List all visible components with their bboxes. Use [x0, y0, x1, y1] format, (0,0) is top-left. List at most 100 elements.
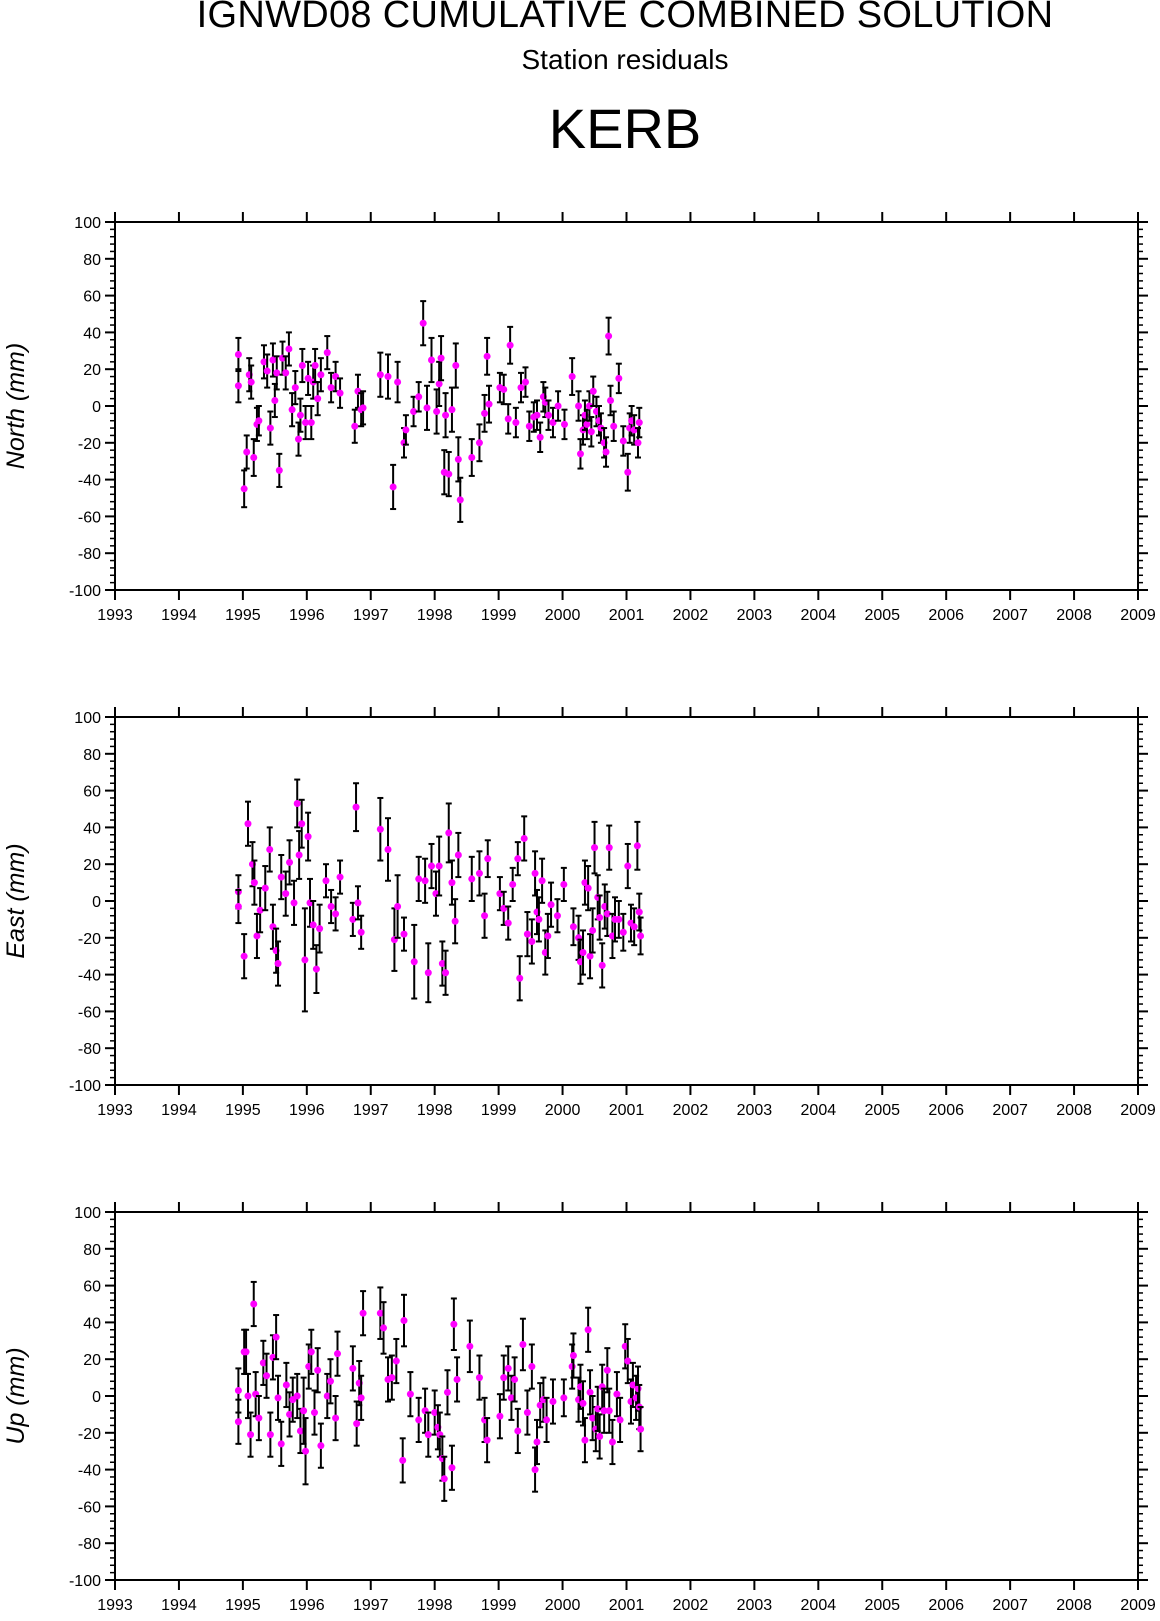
- data-point: [549, 1398, 557, 1406]
- data-point: [334, 1350, 342, 1358]
- data-point: [427, 356, 435, 364]
- x-tick-label: 2009: [1120, 1102, 1156, 1119]
- data-point: [314, 1366, 322, 1374]
- data-point: [533, 411, 541, 419]
- data-point: [629, 1381, 637, 1389]
- data-point: [442, 411, 450, 419]
- data-point: [560, 880, 568, 888]
- data-point: [272, 1333, 280, 1341]
- data-point: [568, 1363, 576, 1371]
- data-point: [323, 349, 331, 357]
- data-point: [302, 1447, 310, 1455]
- data-point: [293, 1392, 301, 1400]
- station-name: KERB: [548, 97, 702, 160]
- y-tick-label: -60: [78, 1499, 101, 1516]
- data-point: [445, 470, 453, 478]
- data-point: [244, 1392, 252, 1400]
- data-point: [598, 961, 606, 969]
- y-tick-label: -20: [78, 1426, 101, 1443]
- data-point: [634, 1385, 642, 1393]
- x-tick-label: 1995: [225, 1102, 261, 1119]
- east-residuals-chart: 1993 1994 1995 1996 1997 1998 1999 2000 2001 2002…: [2, 707, 1156, 1119]
- data-point: [576, 450, 584, 458]
- data-point: [271, 396, 279, 404]
- data-point: [327, 384, 335, 392]
- data-point: [437, 354, 445, 362]
- plot-frame: [114, 716, 1139, 1086]
- data-point: [607, 396, 615, 404]
- data-point: [392, 1357, 400, 1365]
- data-point: [307, 419, 315, 427]
- x-tick-label: 2002: [673, 1102, 709, 1119]
- data-point: [266, 424, 274, 432]
- data-point: [443, 1388, 451, 1396]
- data-point: [240, 952, 248, 960]
- y-tick-label: -40: [78, 1463, 101, 1480]
- data-point: [394, 378, 402, 386]
- plot-frame: [114, 1211, 1139, 1581]
- x-tick-label: 2004: [801, 607, 837, 624]
- data-point: [282, 369, 290, 377]
- data-point: [298, 362, 306, 370]
- north-residuals-chart: 1993 1994 1995 1996 1997 1998 1999 2000 2001 2002…: [2, 212, 1156, 624]
- data-point: [544, 411, 552, 419]
- data-point: [633, 842, 641, 850]
- x-tick-label: 2006: [928, 607, 964, 624]
- data-point: [569, 1352, 577, 1360]
- y-tick-label: 20: [83, 857, 101, 874]
- data-point: [301, 956, 309, 964]
- data-point: [481, 409, 489, 417]
- data-point: [512, 419, 520, 427]
- data-point: [475, 869, 483, 877]
- x-tick-label: 2007: [992, 607, 1028, 624]
- data-point: [605, 1407, 613, 1415]
- x-tick-label: 2005: [864, 1597, 900, 1614]
- data-point: [234, 1418, 242, 1426]
- data-point: [349, 1364, 357, 1372]
- y-tick-label: -80: [78, 1041, 101, 1058]
- data-point: [234, 903, 242, 911]
- data-point: [485, 400, 493, 408]
- x-tick-label: 1993: [97, 1102, 133, 1119]
- data-point: [256, 906, 264, 914]
- data-point: [310, 1409, 318, 1417]
- data-point: [579, 949, 587, 957]
- data-point: [602, 448, 610, 456]
- data-point: [619, 437, 627, 445]
- data-point: [454, 455, 462, 463]
- data-point: [451, 917, 459, 925]
- y-tick-label: -60: [78, 509, 101, 526]
- data-point: [535, 915, 543, 923]
- plot-frame: [114, 221, 1139, 591]
- data-point: [311, 362, 319, 370]
- data-point: [427, 862, 435, 870]
- data-point: [288, 406, 296, 414]
- data-point: [528, 1363, 536, 1371]
- y-tick-label: 20: [83, 362, 101, 379]
- y-tick-label: -100: [69, 583, 101, 600]
- data-point: [326, 1377, 334, 1385]
- x-tick-label: 2000: [545, 1597, 581, 1614]
- y-tick-label: 20: [83, 1352, 101, 1369]
- data-point: [484, 855, 492, 863]
- data-point: [504, 919, 512, 927]
- data-point: [349, 915, 357, 923]
- data-point: [506, 341, 514, 349]
- data-point: [448, 406, 456, 414]
- x-tick-label: 2004: [801, 1597, 837, 1614]
- data-point: [389, 483, 397, 491]
- data-point: [536, 1401, 544, 1409]
- y-tick-label: -80: [78, 546, 101, 563]
- data-point: [259, 1359, 267, 1367]
- page-title: IGNWD08 CUMULATIVE COMBINED SOLUTION: [196, 0, 1054, 36]
- data-point: [234, 382, 242, 390]
- data-point: [523, 1409, 531, 1417]
- data-point: [587, 428, 595, 436]
- data-point: [290, 899, 298, 907]
- y-tick-label: 80: [83, 1242, 101, 1259]
- data-point: [634, 439, 642, 447]
- y-tick-label: -20: [78, 436, 101, 453]
- data-point: [250, 454, 258, 462]
- data-point: [253, 932, 261, 940]
- data-point: [605, 332, 613, 340]
